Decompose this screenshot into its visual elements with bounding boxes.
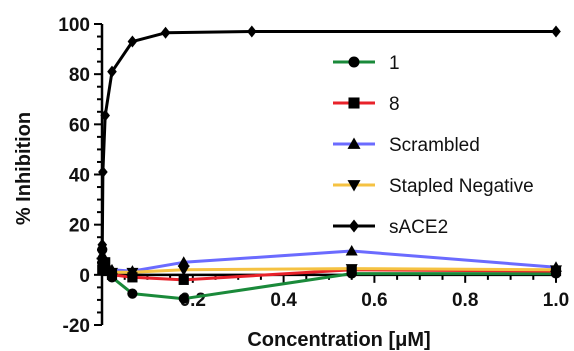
legend-marker-sace2 xyxy=(348,219,360,233)
x-tick-label: 0.4 xyxy=(270,290,297,311)
data-point-stapled-negative xyxy=(126,267,139,279)
data-point-stapled-negative xyxy=(550,265,562,276)
series-markers xyxy=(96,25,562,304)
y-tick-label: 0 xyxy=(79,266,90,287)
series-lines xyxy=(100,30,557,301)
legend: 1 8 Scrambled Stapled Negative sACE2 xyxy=(333,53,534,238)
legend-marker-stapled-negative xyxy=(347,180,361,192)
data-point-sace2 xyxy=(97,238,108,251)
data-point-stapled-negative xyxy=(177,265,190,276)
y-tick-label: 20 xyxy=(69,216,90,237)
data-point-8 xyxy=(178,274,189,285)
legend-label-1: 1 xyxy=(389,53,400,74)
data-point-stapled-negative xyxy=(345,264,358,275)
data-point-scrambled xyxy=(345,245,358,256)
data-point-scrambled xyxy=(96,248,109,260)
y-tick-label: -20 xyxy=(63,316,90,337)
series-line-sace2 xyxy=(100,30,556,245)
legend-marker-8 xyxy=(348,97,360,109)
x-tick-label: 0.8 xyxy=(452,290,478,311)
y-axis-title: % Inhibition xyxy=(13,112,35,225)
data-point-sace2 xyxy=(98,165,108,178)
data-point-sace2 xyxy=(160,26,171,39)
y-tick-label: 40 xyxy=(69,166,90,187)
legend-label-stapled-negative: Stapled Negative xyxy=(389,176,534,197)
data-point-scrambled xyxy=(177,256,190,267)
legend-label-8: 8 xyxy=(389,94,400,115)
x-tick-label: 0.6 xyxy=(361,290,387,311)
legend-label-sace2: sACE2 xyxy=(389,217,448,238)
data-point-sace2 xyxy=(551,25,561,38)
legend-marker-1 xyxy=(348,56,360,68)
y-tick-label: 100 xyxy=(58,15,90,36)
data-point-1 xyxy=(178,293,189,304)
data-point-stapled-negative xyxy=(105,267,118,279)
x-axis-title: Concentration [μM] xyxy=(247,329,430,351)
data-point-sace2 xyxy=(100,109,110,122)
legend-marker-scrambled xyxy=(347,137,361,149)
y-tick-label: 80 xyxy=(69,65,90,86)
data-point-sace2 xyxy=(127,35,138,48)
data-point-sace2 xyxy=(247,25,257,38)
legend-label-scrambled: Scrambled xyxy=(389,135,480,156)
data-point-sace2 xyxy=(107,65,117,78)
data-point-1 xyxy=(127,288,138,299)
y-tick-label: 60 xyxy=(69,115,90,136)
x-tick-label: 1.0 xyxy=(543,290,569,311)
